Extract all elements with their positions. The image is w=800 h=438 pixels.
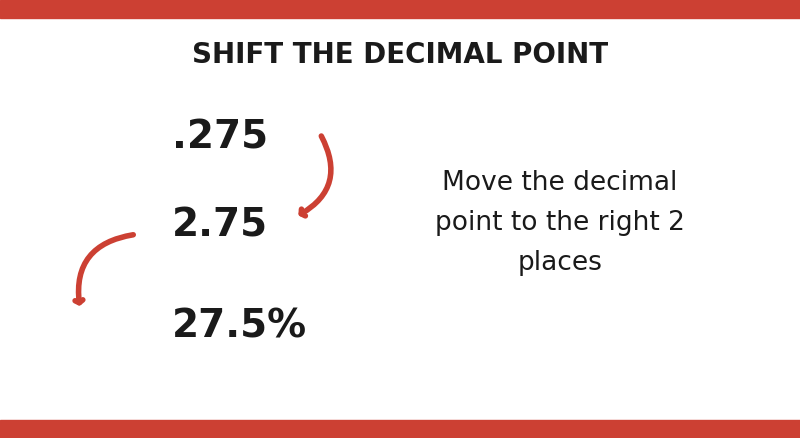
Text: 27.5%: 27.5% — [172, 307, 307, 345]
Text: .275: .275 — [172, 119, 268, 157]
Text: 2.75: 2.75 — [172, 207, 268, 244]
Text: SHIFT THE DECIMAL POINT: SHIFT THE DECIMAL POINT — [192, 41, 608, 69]
Bar — [0, 420, 800, 438]
Text: Move the decimal
point to the right 2
places: Move the decimal point to the right 2 pl… — [435, 170, 685, 276]
Bar — [0, 0, 800, 18]
